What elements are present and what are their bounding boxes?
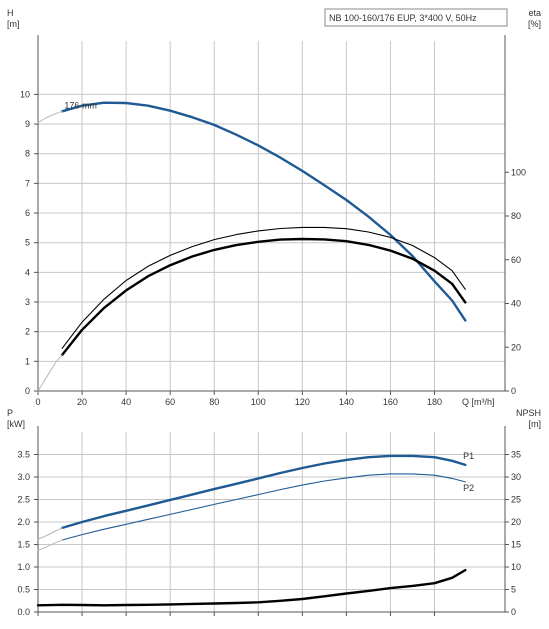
left-tick-label: 0.0: [17, 607, 30, 617]
p1-series-line: [61, 454, 467, 530]
efficiency-extension-series-line: [37, 354, 63, 392]
P2-extension-series-line: [37, 539, 63, 551]
left-axis-unit: [kW]: [7, 419, 25, 429]
right-tick-label: 100: [511, 167, 526, 177]
left-tick-label: 1: [25, 356, 30, 366]
x-tick-label: 40: [121, 397, 131, 407]
x-tick-label: 20: [77, 397, 87, 407]
p2-series-line: [61, 473, 466, 541]
left-tick-label: 8: [25, 149, 30, 159]
left-axis-title: P: [7, 408, 13, 418]
head-extension-series-line: [37, 110, 63, 124]
left-tick-label: 3.0: [17, 472, 30, 482]
176-mm-series-line: [61, 101, 467, 322]
left-tick-label: 2.0: [17, 517, 30, 527]
chart-title: NB 100-160/176 EUP, 3*400 V, 50Hz: [329, 13, 477, 23]
right-axis-title: eta: [528, 8, 541, 18]
efficiency-thin-series-line: [61, 226, 466, 349]
right-axis-unit: [%]: [528, 19, 541, 29]
x-axis-label: Q [m³/h]: [462, 397, 495, 407]
left-tick-label: 4: [25, 267, 30, 277]
right-axis-title: NPSH: [516, 408, 541, 418]
x-tick-label: 140: [339, 397, 354, 407]
right-tick-label: 15: [511, 540, 521, 550]
right-axis-unit: [m]: [529, 419, 542, 429]
right-tick-label: 80: [511, 211, 521, 221]
left-tick-label: 1.0: [17, 562, 30, 572]
x-tick-label: 80: [209, 397, 219, 407]
left-axis-title: H: [7, 8, 14, 18]
curve-label-p2: P2: [463, 483, 474, 493]
right-tick-label: 0: [511, 607, 516, 617]
curve-label-p1: P1: [463, 451, 474, 461]
right-tick-label: 60: [511, 255, 521, 265]
right-tick-label: 30: [511, 472, 521, 482]
x-tick-label: 180: [427, 397, 442, 407]
left-tick-label: 1.5: [17, 540, 30, 550]
left-tick-label: 3: [25, 297, 30, 307]
right-tick-label: 0: [511, 386, 516, 396]
right-tick-label: 5: [511, 585, 516, 595]
left-tick-label: 10: [20, 89, 30, 99]
npsh-series-line: [36, 568, 467, 607]
left-tick-label: 3.5: [17, 450, 30, 460]
x-tick-label: 0: [35, 397, 40, 407]
curve-label-176mm: 176 mm: [64, 100, 97, 110]
efficiency-series-line: [61, 237, 467, 357]
P1-extension-series-line: [37, 527, 63, 540]
right-tick-label: 25: [511, 495, 521, 505]
x-tick-label: 160: [383, 397, 398, 407]
right-tick-label: 35: [511, 450, 521, 460]
x-tick-label: 100: [251, 397, 266, 407]
left-tick-label: 5: [25, 238, 30, 248]
left-tick-label: 7: [25, 178, 30, 188]
left-tick-label: 6: [25, 208, 30, 218]
left-tick-label: 2.5: [17, 495, 30, 505]
left-tick-label: 2: [25, 327, 30, 337]
right-tick-label: 20: [511, 342, 521, 352]
lower-panel: 0.00.51.01.52.02.53.03.505101520253035P[…: [7, 408, 541, 617]
right-tick-label: 40: [511, 299, 521, 309]
chart-title-box: NB 100-160/176 EUP, 3*400 V, 50Hz: [324, 8, 508, 27]
left-tick-label: 0.5: [17, 585, 30, 595]
title-box: [324, 8, 508, 27]
x-tick-label: 120: [295, 397, 310, 407]
right-tick-label: 10: [511, 562, 521, 572]
x-tick-label: 60: [165, 397, 175, 407]
left-axis-unit: [m]: [7, 19, 20, 29]
plot-area: [38, 41, 505, 391]
right-tick-label: 20: [511, 517, 521, 527]
left-tick-label: 9: [25, 119, 30, 129]
left-tick-label: 0: [25, 386, 30, 396]
